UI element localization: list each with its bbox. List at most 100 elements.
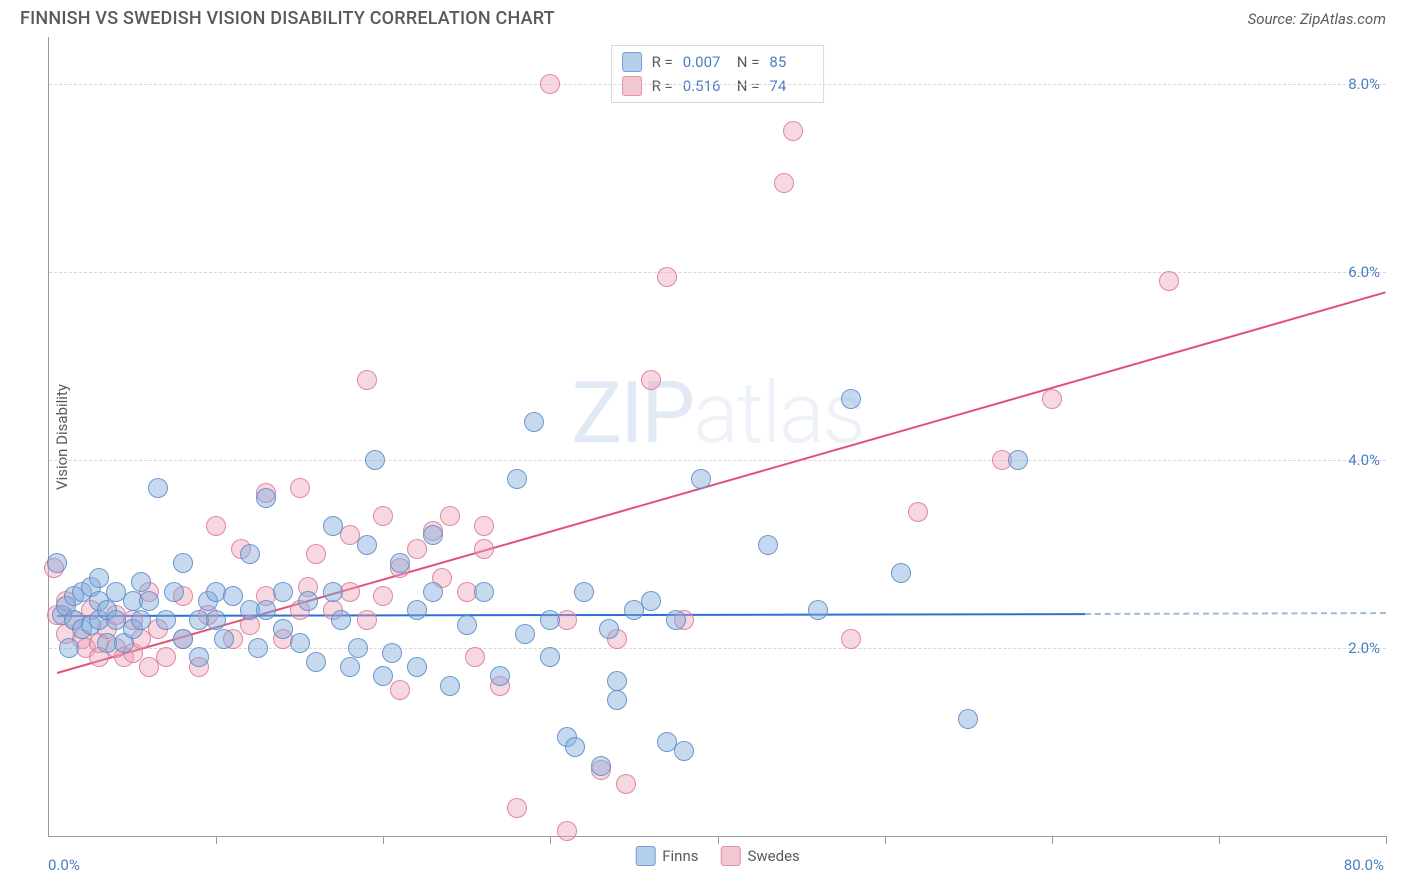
data-point [373,666,393,686]
series-legend: Finns Swedes [635,846,800,866]
swatch-swedes [720,846,740,866]
x-tick [1052,836,1053,844]
data-point [206,516,226,536]
data-point [574,582,594,602]
swatch-finns [635,846,655,866]
legend-item-finns: Finns [635,846,698,866]
chart-title: FINNISH VS SWEDISH VISION DISABILITY COR… [20,8,555,29]
data-point [306,652,326,672]
data-point [565,737,585,757]
source-label: Source: ZipAtlas.com [1248,10,1386,28]
data-point [657,267,677,287]
y-tick-label: 8.0% [1348,75,1380,93]
x-tick [885,836,886,844]
data-point [423,525,443,545]
data-point [290,633,310,653]
watermark: ZIPatlas [571,363,863,463]
data-point [540,74,560,94]
x-tick [1386,836,1387,844]
x-axis-max: 80.0% [1344,856,1384,874]
data-point [173,629,193,649]
data-point [131,572,151,592]
data-point [440,506,460,526]
data-point [357,610,377,630]
data-point [641,370,661,390]
data-point [189,647,209,667]
data-point [340,657,360,677]
y-tick-label: 6.0% [1348,263,1380,281]
data-point [808,600,828,620]
data-point [465,647,485,667]
data-point [474,516,494,536]
scatter-chart: Vision Disability ZIPatlas R = 0.007 N =… [48,37,1386,837]
data-point [474,539,494,559]
data-point [507,798,527,818]
data-point [1008,450,1028,470]
data-point [841,629,861,649]
data-point [306,544,326,564]
stats-row-swedes: R = 0.516 N = 74 [622,74,814,98]
gridline [49,272,1386,273]
data-point [641,591,661,611]
data-point [131,610,151,630]
data-point [248,638,268,658]
data-point [407,600,427,620]
data-point [290,478,310,498]
data-point [515,624,535,644]
data-point [256,488,276,508]
data-point [540,610,560,630]
data-point [457,615,477,635]
data-point [758,535,778,555]
data-point [607,671,627,691]
data-point [240,544,260,564]
data-point [148,478,168,498]
data-point [331,610,351,630]
data-point [206,610,226,630]
stats-legend: R = 0.007 N = 85 R = 0.516 N = 74 [611,45,825,103]
data-point [674,741,694,761]
data-point [256,600,276,620]
data-point [524,412,544,432]
stats-row-finns: R = 0.007 N = 85 [622,50,814,74]
data-point [273,582,293,602]
data-point [156,647,176,667]
x-tick [383,836,384,844]
data-point [373,506,393,526]
data-point [691,469,711,489]
y-tick-label: 4.0% [1348,451,1380,469]
legend-item-swedes: Swedes [720,846,799,866]
data-point [891,563,911,583]
data-point [407,657,427,677]
x-axis-min: 0.0% [48,856,80,874]
data-point [557,821,577,841]
data-point [323,516,343,536]
data-point [474,582,494,602]
data-point [841,389,861,409]
data-point [390,680,410,700]
data-point [407,539,427,559]
data-point [59,638,79,658]
data-point [390,553,410,573]
data-point [298,591,318,611]
data-point [273,619,293,639]
data-point [958,709,978,729]
data-point [382,643,402,663]
data-point [507,469,527,489]
data-point [490,666,510,686]
gridline [49,460,1386,461]
data-point [323,582,343,602]
data-point [1042,389,1062,409]
data-point [440,676,460,696]
data-point [89,568,109,588]
data-point [357,370,377,390]
data-point [1159,271,1179,291]
x-tick [550,836,551,844]
x-tick [1219,836,1220,844]
gridline [49,84,1386,85]
data-point [599,619,619,639]
x-tick [216,836,217,844]
data-point [591,756,611,776]
data-point [139,591,159,611]
data-point [774,173,794,193]
data-point [357,535,377,555]
